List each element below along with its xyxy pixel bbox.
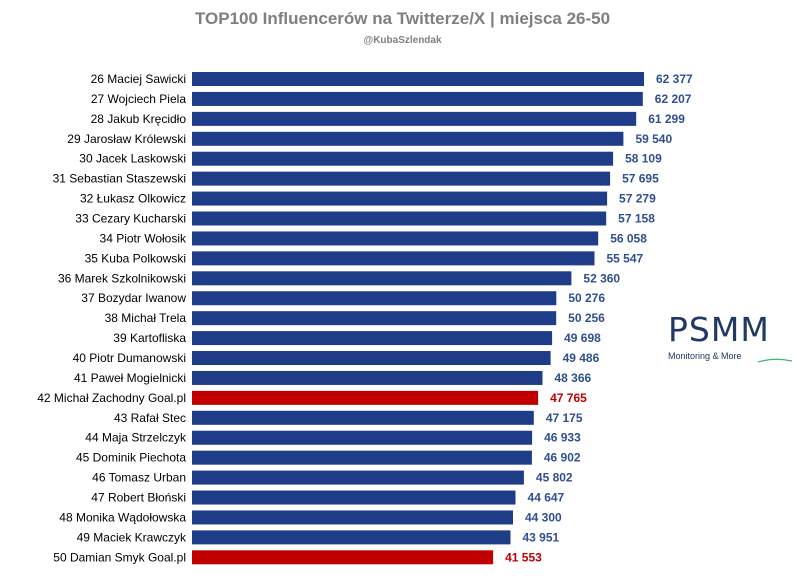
bar — [192, 191, 608, 206]
bar — [192, 91, 643, 106]
category-label: 47 Robert Błoński — [91, 491, 186, 505]
bar — [192, 331, 553, 346]
value-label: 44 300 — [525, 510, 562, 524]
value-label: 47 175 — [546, 411, 583, 425]
category-label: 30 Jacek Laskowski — [79, 152, 186, 166]
value-label: 49 486 — [563, 351, 600, 365]
bar — [192, 231, 599, 246]
category-label: 31 Sebastian Staszewski — [53, 172, 186, 186]
brand-accent-swoosh — [758, 358, 792, 363]
chart-title: TOP100 Influencerów na Twitterze/X | mie… — [194, 9, 611, 28]
value-label: 47 765 — [550, 391, 587, 405]
chart-subtitle: @KubaSzlendak — [363, 35, 442, 46]
category-label: 35 Kuba Polkowski — [85, 251, 186, 265]
brand-logo-text: PSMM — [668, 310, 770, 349]
value-label: 50 256 — [568, 311, 605, 325]
bar — [192, 271, 572, 286]
bar — [192, 470, 524, 485]
category-label: 40 Piotr Dumanowski — [73, 351, 186, 365]
bar — [192, 131, 624, 146]
category-label: 29 Jarosław Królewski — [67, 132, 186, 146]
value-label: 46 902 — [544, 451, 581, 465]
bar — [192, 151, 614, 166]
psmm-logo: PSMM Monitoring & More — [668, 310, 798, 363]
bar — [192, 171, 611, 186]
value-label: 48 366 — [554, 371, 591, 385]
category-label: 48 Monika Wądołowska — [59, 510, 186, 524]
bar — [192, 390, 539, 405]
category-label: 27 Wojciech Piela — [91, 92, 186, 106]
bar — [192, 490, 516, 505]
category-label: 41 Paweł Mogielnicki — [74, 371, 186, 385]
category-label: 43 Rafał Stec — [114, 411, 186, 425]
value-label: 44 647 — [528, 491, 565, 505]
value-label: 57 279 — [619, 192, 656, 206]
category-label: 44 Maja Strzelczyk — [85, 431, 187, 445]
category-label: 33 Cezary Kucharski — [75, 212, 186, 226]
bar — [192, 530, 511, 545]
bar — [192, 410, 534, 425]
value-label: 57 695 — [622, 172, 659, 186]
value-label: 43 951 — [522, 530, 559, 544]
bar — [192, 211, 607, 226]
bar — [192, 111, 637, 126]
value-label: 45 802 — [536, 471, 573, 485]
bar — [192, 450, 532, 465]
value-label: 61 299 — [648, 112, 685, 126]
bar — [192, 430, 533, 445]
category-label: 46 Tomasz Urban — [92, 471, 186, 485]
bar — [192, 311, 557, 326]
category-label: 45 Dominik Piechota — [76, 451, 186, 465]
category-label: 36 Marek Szkolnikowski — [58, 271, 186, 285]
value-label: 50 276 — [568, 291, 605, 305]
category-label: 50 Damian Smyk Goal.pl — [53, 550, 186, 564]
value-label: 56 058 — [610, 231, 647, 245]
bar — [192, 251, 595, 266]
category-label: 32 Łukasz Olkowicz — [80, 192, 186, 206]
category-label: 37 Bozydar Iwanow — [81, 291, 186, 305]
bar — [192, 72, 644, 86]
category-label: 26 Maciej Sawicki — [91, 72, 186, 86]
value-label: 57 158 — [618, 212, 655, 226]
value-label: 62 377 — [656, 72, 693, 86]
value-label: 41 553 — [505, 550, 542, 564]
category-label: 39 Kartofliska — [113, 331, 186, 345]
bar — [192, 510, 513, 525]
bar — [192, 351, 551, 366]
brand-tagline: Monitoring & More — [668, 351, 742, 361]
category-label: 38 Michał Trela — [105, 311, 187, 325]
category-label: 42 Michał Zachodny Goal.pl — [37, 391, 186, 405]
value-label: 62 207 — [655, 92, 692, 106]
bar — [192, 550, 494, 565]
category-label: 28 Jakub Kręcidło — [91, 112, 187, 126]
value-label: 59 540 — [635, 132, 672, 146]
value-label: 52 360 — [583, 271, 620, 285]
value-label: 46 933 — [544, 431, 581, 445]
value-label: 58 109 — [625, 152, 662, 166]
value-label: 49 698 — [564, 331, 601, 345]
category-label: 34 Piotr Wołosik — [100, 231, 187, 245]
value-label: 55 547 — [607, 251, 644, 265]
category-label: 49 Maciek Krawczyk — [77, 530, 187, 544]
bar — [192, 291, 557, 306]
bar — [192, 370, 543, 385]
